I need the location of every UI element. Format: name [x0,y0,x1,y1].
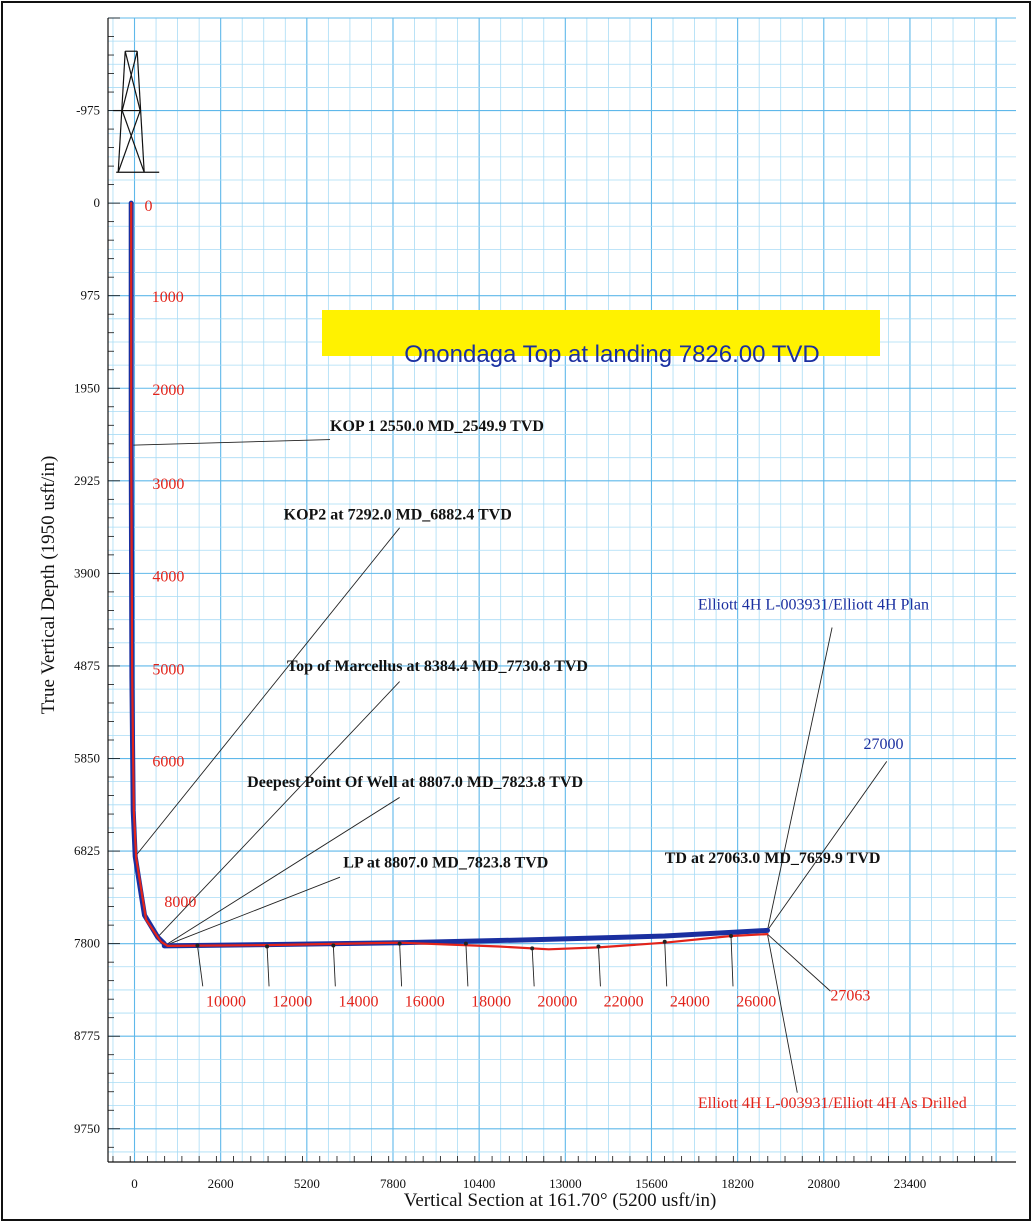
onondaga-highlight-box: Onondaga Top at landing 7826.00 TVD [322,310,880,368]
annotation-leader-lines [131,439,888,1093]
x-tick-label: 7800 [380,1176,406,1191]
x-tick-label: 2600 [208,1176,234,1191]
derrick-strut [136,51,145,173]
md-leader-line [266,946,270,987]
md-tick-label: 16000 [405,994,445,1011]
grid-lines [108,17,1016,1162]
md-marker [331,943,336,948]
md-marker [463,941,468,946]
md-label: 0 [144,198,152,215]
axes: -975 0 975 1950 2925 3900 4875 5850 6825 7800 8775… [74,17,1016,1191]
md-label: 4000 [152,568,184,585]
well-label: 27063 [830,988,870,1005]
highlight-text: Onondaga Top at landing 7826.00 TVD [404,341,819,368]
y-tick-label: 9750 [74,1121,100,1136]
y-axis-label: True Vertical Depth (1950 usft/in) [38,456,59,715]
y-tick-label: 1950 [74,380,100,395]
md-marker [596,944,601,949]
leader-line [157,681,400,938]
leader-line [164,797,400,947]
annotation-label: KOP2 at 7292.0 MD_6882.4 TVD [284,506,512,523]
md-label: 6000 [152,753,184,770]
y-tick-label: 7800 [74,936,100,951]
y-tick-label: 0 [94,195,101,210]
md-leader-line [399,943,403,987]
x-axis-label: Vertical Section at 161.70° (5200 usft/i… [404,1190,717,1211]
x-tick-label: 10400 [463,1176,496,1191]
md-tick-label: 22000 [604,994,644,1011]
y-tick-label: 8775 [74,1028,100,1043]
md-leader-line [531,948,535,987]
md-tick-label: 12000 [272,994,312,1011]
annotation-label: TD at 27063.0 MD_7659.9 TVD [665,850,881,867]
y-tick-label: -975 [76,103,100,118]
md-marker [662,939,667,944]
y-tick-label: 4875 [74,658,100,673]
leader-line [164,876,341,947]
leader-line [131,439,331,446]
md-tick-label: 18000 [471,994,511,1011]
md-label: 5000 [152,661,184,678]
x-tick-label: 18200 [721,1176,754,1191]
md-tick-label: 10000 [206,994,246,1011]
x-tick-label: 15600 [635,1176,668,1191]
md-label: 8000 [164,894,196,911]
well-label: Elliott 4H L-003931/Elliott 4H As Drille… [698,1095,967,1112]
md-marker [397,941,402,946]
md-marker [530,946,535,951]
md-tick-label: 14000 [339,994,379,1011]
leader-line [767,761,888,931]
md-leader-line [598,946,601,987]
derrick-strut [121,51,138,111]
x-tick-label: 0 [131,1176,138,1191]
md-tick-label: 20000 [537,994,577,1011]
md-tick-label: 26000 [736,994,776,1011]
annotation-label: Top of Marcellus at 8384.4 MD_7730.8 TVD [287,658,588,675]
annotation-label: Deepest Point Of Well at 8807.0 MD_7823.… [247,774,583,791]
annotation-label: KOP 1 2550.0 MD_2549.9 TVD [330,418,544,435]
well-label: Elliott 4H L-003931/Elliott 4H Plan [698,596,929,613]
leader-line [767,933,831,992]
derrick-strut [117,51,126,173]
md-marker [729,934,734,939]
derrick-strut [117,110,141,173]
x-tick-label: 5200 [294,1176,320,1191]
leader-line [767,627,833,931]
md-leader-line [465,943,469,987]
well-label: 27000 [864,736,904,753]
md-leader-line [664,941,668,987]
as-drilled-well-path [130,202,769,951]
y-tick-label: 5850 [74,751,100,766]
y-tick-label: 2925 [74,473,100,488]
x-tick-label: 20800 [808,1176,841,1191]
y-tick-label: 975 [81,288,101,303]
annotation-label: LP at 8807.0 MD_7823.8 TVD [343,855,548,872]
md-label: 1000 [152,289,184,306]
md-label: 2000 [152,382,184,399]
derrick-strut [121,110,145,173]
leader-line [767,934,798,1093]
rig-derrick-icon [113,50,160,173]
md-leader-line [197,945,204,987]
x-tick-label: 23400 [894,1176,927,1191]
md-leader-line [332,945,336,987]
y-tick-label: 3900 [74,565,100,580]
x-tick-label: 13000 [549,1176,582,1191]
highlight-box [322,310,880,356]
md-marker [265,944,270,949]
annotation-labels: 0 1000 2000 3000 4000 5000 6000 8000 10000 12000 1… [144,198,966,1112]
well-path-series [128,200,770,951]
md-label: 3000 [152,476,184,493]
derrick-strut [124,51,141,111]
y-tick-label: 6825 [74,843,100,858]
leader-line [134,527,400,857]
md-tick-label: 24000 [670,994,710,1011]
md-marker [195,943,200,948]
md-leader-line [730,936,734,987]
